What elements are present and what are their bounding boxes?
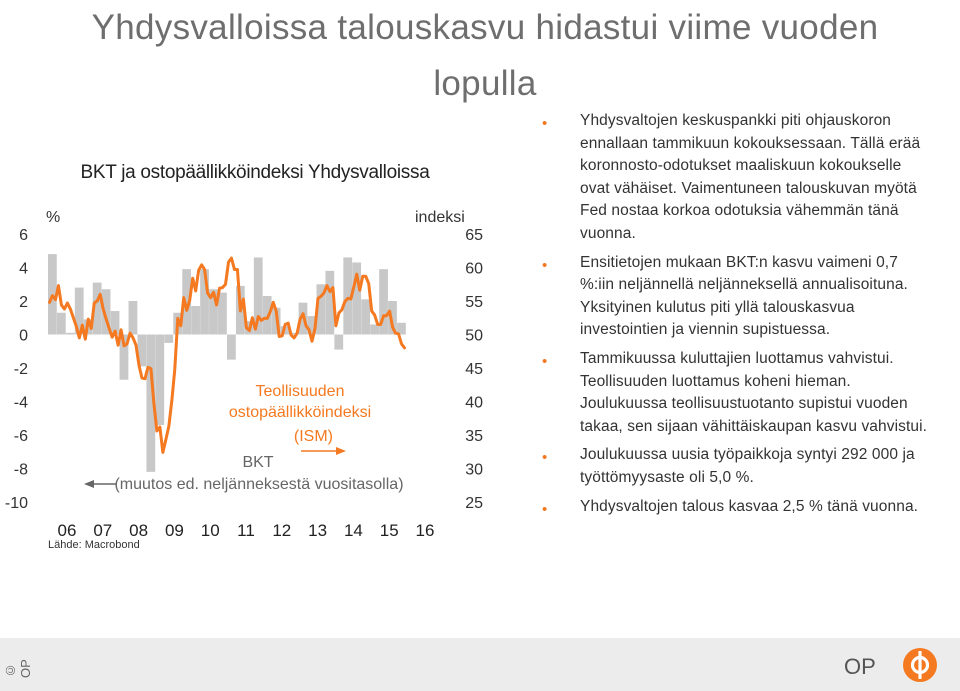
- gdp-bar: [289, 332, 299, 335]
- gdp-bar: [74, 287, 84, 335]
- right-tick-label: 30: [465, 462, 483, 479]
- left-tick-label: -10: [5, 495, 28, 512]
- gdp-bar: [361, 299, 371, 335]
- bullet-icon: •: [542, 352, 548, 370]
- gdp-bar: [200, 269, 209, 335]
- gdp-bar: [227, 334, 236, 360]
- x-tick-label: 06: [58, 521, 77, 540]
- line-label-2: ostopäällikköindeksi: [229, 404, 371, 421]
- gdp-bar: [92, 282, 102, 335]
- gdp-bar: [119, 334, 129, 380]
- gdp-bar: [397, 322, 406, 335]
- gdp-bar: [155, 334, 165, 425]
- gdp-bar: [253, 257, 263, 335]
- right-tick-label: 65: [465, 227, 483, 244]
- bar-label-2: (muutos ed. neljänneksestä vuositasolla): [114, 476, 403, 493]
- bar-label-1: BKT: [242, 454, 273, 471]
- right-tick-label: 45: [465, 361, 483, 378]
- right-tick-label: 55: [465, 294, 483, 311]
- left-axis-unit: %: [46, 209, 60, 226]
- gdp-bar: [182, 269, 192, 335]
- gdp-bar: [325, 270, 335, 335]
- gdp-bar: [110, 311, 120, 335]
- left-tick-label: -4: [14, 395, 28, 412]
- gdp-bar: [137, 334, 147, 367]
- right-tick-label: 35: [465, 428, 483, 445]
- gdp-bar: [370, 324, 379, 335]
- gdp-bar: [379, 269, 388, 335]
- bullet-item: • Yhdysvaltojen keskuspankki piti ohjausk…: [542, 112, 921, 242]
- gdp-bar: [56, 312, 66, 335]
- x-tick-label: 08: [129, 521, 148, 540]
- left-tick-label: 4: [19, 261, 28, 278]
- line-label-arrowhead: [336, 447, 346, 455]
- right-tick-label: 50: [465, 328, 483, 345]
- gdp-bar: [334, 334, 344, 350]
- gdp-bar: [209, 289, 218, 335]
- left-tick-label: 2: [19, 294, 28, 311]
- bullet-list: • Yhdysvaltojen keskuspankki piti ohjausk…: [540, 110, 935, 524]
- x-tick-label: 12: [272, 521, 291, 540]
- bullet-item: • Yhdysvaltojen talous kasvaa 2,5 % tänä …: [540, 496, 935, 519]
- gdp-bar: [352, 262, 362, 335]
- bullet-item: • Tammikuussa kuluttajien luottamus vahvi…: [542, 349, 928, 435]
- x-tick-label: 13: [308, 521, 327, 540]
- gdp-bar: [388, 301, 397, 335]
- gdp-bar: [146, 334, 156, 472]
- x-tick-label: 09: [165, 521, 184, 540]
- left-tick-label: -6: [14, 428, 28, 445]
- right-axis-unit: indeksi: [415, 209, 465, 226]
- right-axis: 65 60 55 50 45 40 35 30 25: [465, 227, 483, 512]
- bar-label-arrowhead: [84, 480, 94, 488]
- right-tick-label: 25: [465, 495, 483, 512]
- right-tick-label: 60: [465, 261, 483, 278]
- x-tick-label: 07: [93, 521, 112, 540]
- left-tick-label: 0: [19, 328, 28, 345]
- x-tick-label: 16: [416, 521, 435, 540]
- gdp-bar: [307, 316, 317, 335]
- bullet-item: • Joulukuussa uusia työpaikkoja syntyi 29…: [542, 446, 915, 486]
- gdp-bar: [101, 289, 111, 335]
- x-tick-label: 14: [344, 521, 363, 540]
- source-note: Lähde: Macrobond: [48, 539, 140, 551]
- line-label-1: Teollisuuden: [256, 383, 345, 400]
- footer-bar: [0, 638, 960, 691]
- left-tick-label: -8: [14, 462, 28, 479]
- gdp-bar: [128, 301, 138, 335]
- line-label-3: (ISM): [294, 428, 333, 445]
- page-title: Yhdysvalloissa talouskasvu hidastui viim…: [91, 8, 879, 103]
- bullet-icon: •: [542, 500, 548, 518]
- chart-title: BKT ja ostopäällikköindeksi Yhdysvallois…: [80, 162, 430, 183]
- gdp-bar: [164, 334, 174, 343]
- gdp-bar: [191, 306, 200, 335]
- gdp-bar: [65, 332, 75, 335]
- footer-copyright: © OP: [3, 659, 33, 678]
- x-tick-label: 11: [237, 521, 255, 540]
- gdp-bar: [218, 292, 227, 335]
- x-tick-label: 10: [201, 521, 220, 540]
- left-tick-label: 6: [19, 227, 28, 244]
- bullet-icon: •: [542, 449, 548, 467]
- op-logo: OP: [844, 648, 937, 682]
- right-tick-label: 40: [465, 395, 483, 412]
- bar-series: [48, 254, 406, 472]
- x-tick-label: 15: [380, 521, 399, 540]
- gdp-bar: [316, 284, 326, 335]
- bullet-icon: •: [542, 115, 548, 132]
- chart: % indeksi 6 4 2 0 -2 -4 -6 -8 -10 65 60 55 50 45 40 35…: [5, 209, 483, 540]
- ism-line: [47, 256, 407, 454]
- gdp-bar: [343, 257, 353, 335]
- x-axis: 06 07 08 09 10 11 12 13 14 15 16: [58, 521, 435, 540]
- bullet-icon: •: [542, 256, 548, 274]
- op-logo-text: OP: [844, 654, 876, 679]
- left-tick-label: -2: [14, 361, 28, 378]
- left-axis: 6 4 2 0 -2 -4 -6 -8 -10: [5, 227, 28, 512]
- bullet-item: • Ensitietojen mukaan BKT:n kasvu vaimeni…: [542, 253, 908, 339]
